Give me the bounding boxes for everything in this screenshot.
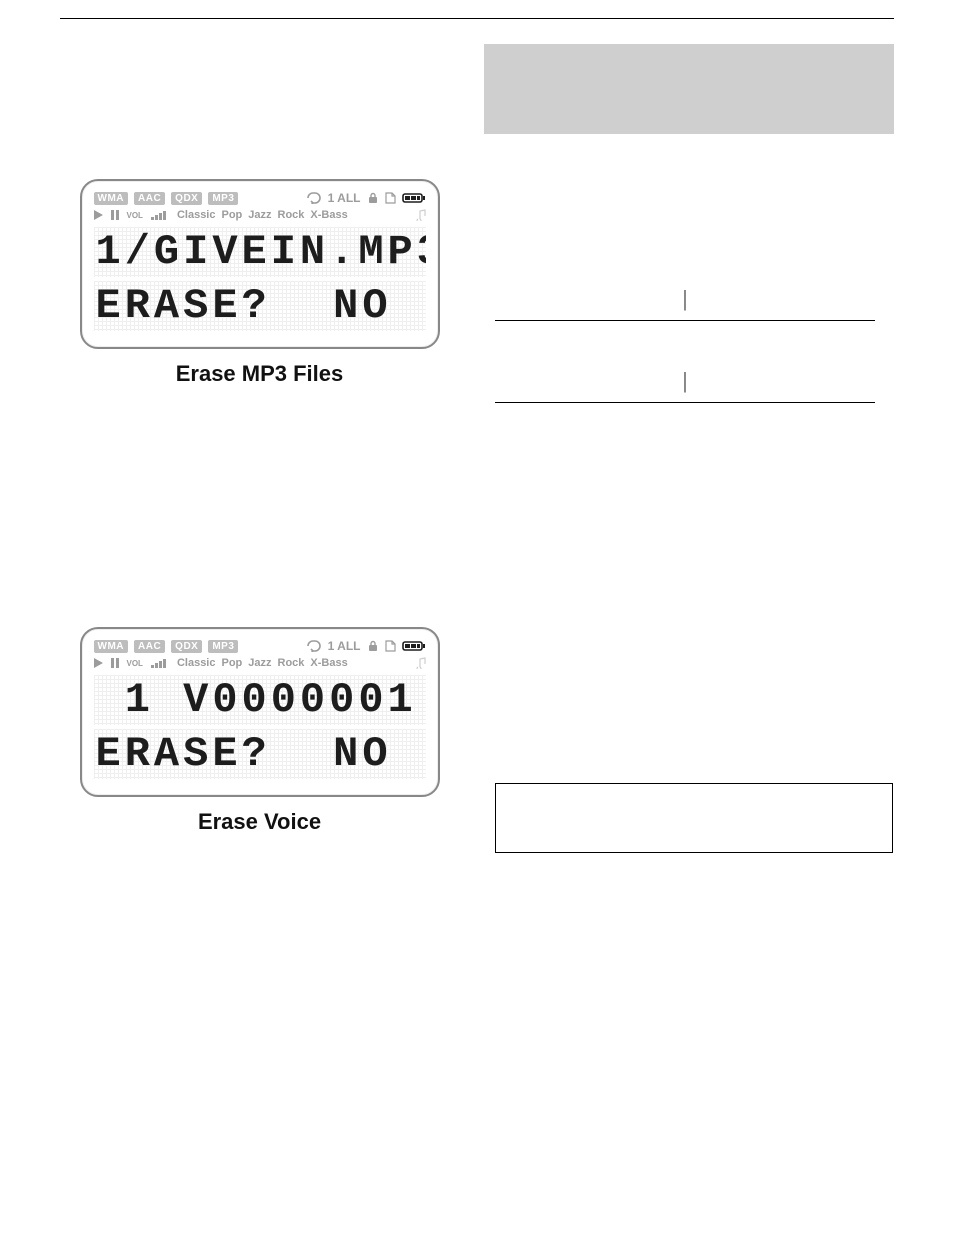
eq-label: Classic [177,209,216,221]
eq-label: X-Bass [310,209,347,221]
right-column: | | [495,169,894,853]
eq-label: Jazz [248,209,271,221]
pause-icon [111,210,119,220]
format-badge: MP3 [208,640,238,653]
note-box [495,783,893,853]
eq-label: Pop [221,657,242,669]
lcd-caption: Erase MP3 Files [80,361,440,387]
step-divider-glyph: | [682,368,688,396]
lcd-status-row-2: VOL Classic Pop Jazz Rock X-Bass [94,209,426,221]
lcd-status-row-2: VOL Classic Pop Jazz Rock X-Bass [94,657,426,669]
repeat-mode-text: 1 ALL [328,191,361,205]
eq-label: Jazz [248,657,271,669]
eq-mode-labels: Classic Pop Jazz Rock X-Bass [177,657,348,669]
lcd-line-2-right: NO [333,729,391,779]
lcd-caption: Erase Voice [80,809,440,835]
format-badge: QDX [171,192,202,205]
lcd-status-row-1: WMA AAC QDX MP3 1 ALL [94,191,426,205]
eq-label: Classic [177,657,216,669]
lcd-line-2-right: NO [333,281,391,331]
format-badge: AAC [134,192,165,205]
two-column-layout: WMA AAC QDX MP3 1 ALL [60,169,894,853]
lcd-dotmatrix: 1 V0000001 ERASE? NO [94,675,426,787]
top-horizontal-rule [60,18,894,19]
eq-label: Pop [221,209,242,221]
lcd-display: WMA AAC QDX MP3 1 ALL [80,627,440,797]
volume-bars-icon [151,210,169,220]
lcd-dotmatrix: 1/GIVEIN.MP3 ERASE? NO [94,227,426,339]
lcd-figure-erase-mp3: WMA AAC QDX MP3 1 ALL [80,179,440,387]
lcd-line-2-left: ERASE? [96,281,271,331]
lcd-line-2: ERASE? NO [94,281,426,331]
lcd-figure-erase-voice: WMA AAC QDX MP3 1 ALL [80,627,440,835]
lcd-line-2: ERASE? NO [94,729,426,779]
note-icon [415,657,426,669]
repeat-mode-text: 1 ALL [328,639,361,653]
header-greyed-block [484,44,894,134]
format-badge: AAC [134,640,165,653]
battery-icon [402,640,426,652]
format-badge: WMA [94,640,129,653]
vol-label: VOL [127,211,143,220]
vertical-spacer [495,169,894,279]
note-icon [415,209,426,221]
lcd-status-row-1: WMA AAC QDX MP3 1 ALL [94,639,426,653]
eq-label: Rock [278,209,305,221]
step-row: | [495,361,875,403]
file-icon [385,192,396,204]
format-badge: WMA [94,192,129,205]
repeat-icon [306,192,322,204]
file-icon [385,640,396,652]
play-icon [94,210,103,220]
vol-label: VOL [127,659,143,668]
format-badge: MP3 [208,192,238,205]
lcd-right-cluster: 1 ALL [306,639,426,653]
volume-bars-icon [151,658,169,668]
eq-label: Rock [278,657,305,669]
play-icon [94,658,103,668]
pause-icon [111,658,119,668]
lcd-line-1: 1/GIVEIN.MP3 [94,227,426,277]
lcd-filler [273,281,331,331]
eq-label: X-Bass [310,657,347,669]
lock-icon [367,640,379,652]
left-column: WMA AAC QDX MP3 1 ALL [60,169,459,853]
step-row: | [495,279,875,321]
lcd-filler [273,729,331,779]
battery-icon [402,192,426,204]
eq-mode-labels: Classic Pop Jazz Rock X-Bass [177,209,348,221]
vertical-spacer [60,397,459,617]
repeat-icon [306,640,322,652]
lcd-display: WMA AAC QDX MP3 1 ALL [80,179,440,349]
lcd-line-2-left: ERASE? [96,729,271,779]
format-badge: QDX [171,640,202,653]
lock-icon [367,192,379,204]
step-divider-glyph: | [682,286,688,314]
lcd-right-cluster: 1 ALL [306,191,426,205]
page-root: WMA AAC QDX MP3 1 ALL [0,0,954,893]
lcd-line-1: 1 V0000001 [94,675,426,725]
